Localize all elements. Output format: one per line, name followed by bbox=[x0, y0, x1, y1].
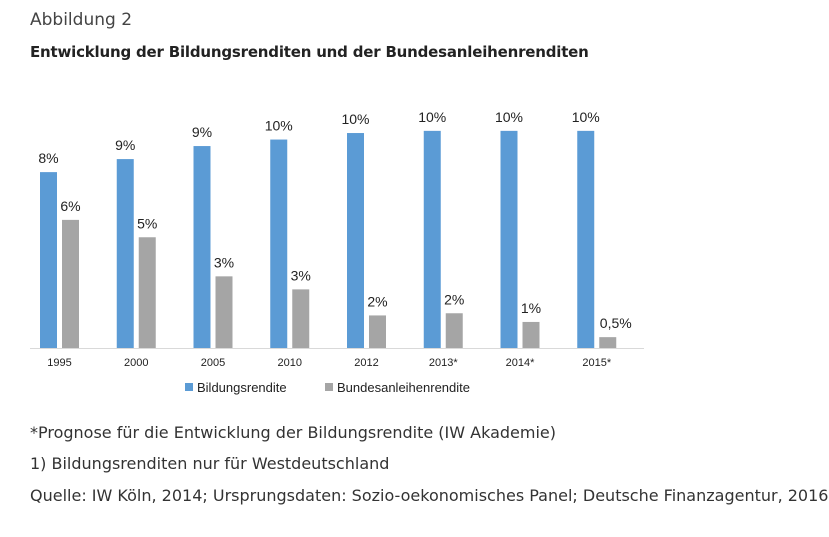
data-label: 10% bbox=[418, 109, 446, 125]
bar-bildungsrendite bbox=[193, 146, 211, 348]
legend-swatch bbox=[325, 383, 333, 391]
data-label: 9% bbox=[192, 124, 212, 140]
legend-label: Bundesanleihenrendite bbox=[337, 380, 470, 395]
x-tick-label: 2012 bbox=[354, 357, 378, 369]
data-label: 5% bbox=[137, 215, 157, 231]
legend-label: Bildungsrendite bbox=[197, 380, 287, 395]
bar-bildungsrendite bbox=[500, 130, 518, 348]
data-label: 2% bbox=[444, 291, 464, 307]
data-label: 10% bbox=[495, 109, 523, 125]
forecast-note: *Prognose für die Entwicklung der Bildun… bbox=[30, 423, 556, 442]
x-tick-label: 2014* bbox=[506, 357, 535, 369]
x-tick-label: 2005 bbox=[201, 357, 225, 369]
data-label: 6% bbox=[60, 198, 80, 214]
bar-bundesanleihenrendite bbox=[62, 219, 79, 348]
bar-bundesanleihenrendite bbox=[599, 337, 617, 348]
x-tick-label: 2015* bbox=[582, 357, 611, 369]
bar-bundesanleihenrendite bbox=[369, 315, 386, 348]
bar-bildungsrendite bbox=[577, 130, 595, 348]
x-tick-label: 2010 bbox=[278, 357, 302, 369]
data-label: 1% bbox=[521, 300, 541, 316]
bar-bundesanleihenrendite bbox=[138, 237, 156, 348]
data-label: 10% bbox=[572, 109, 600, 125]
x-tick-label: 1995 bbox=[47, 357, 71, 369]
data-label: 8% bbox=[38, 150, 58, 166]
source-note: Quelle: IW Köln, 2014; Ursprungsdaten: S… bbox=[30, 486, 829, 505]
data-label: 10% bbox=[341, 111, 369, 127]
bar-bildungsrendite bbox=[40, 172, 57, 348]
bar-bundesanleihenrendite bbox=[445, 313, 463, 348]
data-label: 9% bbox=[115, 137, 135, 153]
x-tick-label: 2000 bbox=[124, 357, 148, 369]
data-label: 10% bbox=[265, 118, 293, 134]
legend-swatch bbox=[185, 383, 193, 391]
chart-title: Entwicklung der Bildungsrenditen und der… bbox=[30, 43, 589, 61]
bar-bildungsrendite bbox=[423, 130, 441, 348]
bar-bildungsrendite bbox=[270, 139, 288, 348]
bar-bundesanleihenrendite bbox=[215, 276, 233, 348]
bar-bundesanleihenrendite bbox=[522, 321, 540, 348]
data-label: 3% bbox=[214, 254, 234, 270]
bar-chart: 8% 6% 1995 9% 5% 2000 9% 3% 2005 10% 3% 2010 10% 2% 20… bbox=[30, 109, 644, 395]
bar-bildungsrendite bbox=[347, 133, 364, 348]
x-tick-label: 2013* bbox=[429, 357, 458, 369]
data-label: 0,5% bbox=[600, 315, 632, 331]
footnote: 1) Bildungsrenditen nur für Westdeutschl… bbox=[30, 454, 390, 473]
figure-label: Abbildung 2 bbox=[30, 10, 133, 30]
bar-bundesanleihenrendite bbox=[292, 289, 310, 348]
bar-bildungsrendite bbox=[116, 159, 134, 348]
data-label: 3% bbox=[291, 267, 311, 283]
data-label: 2% bbox=[367, 293, 387, 309]
